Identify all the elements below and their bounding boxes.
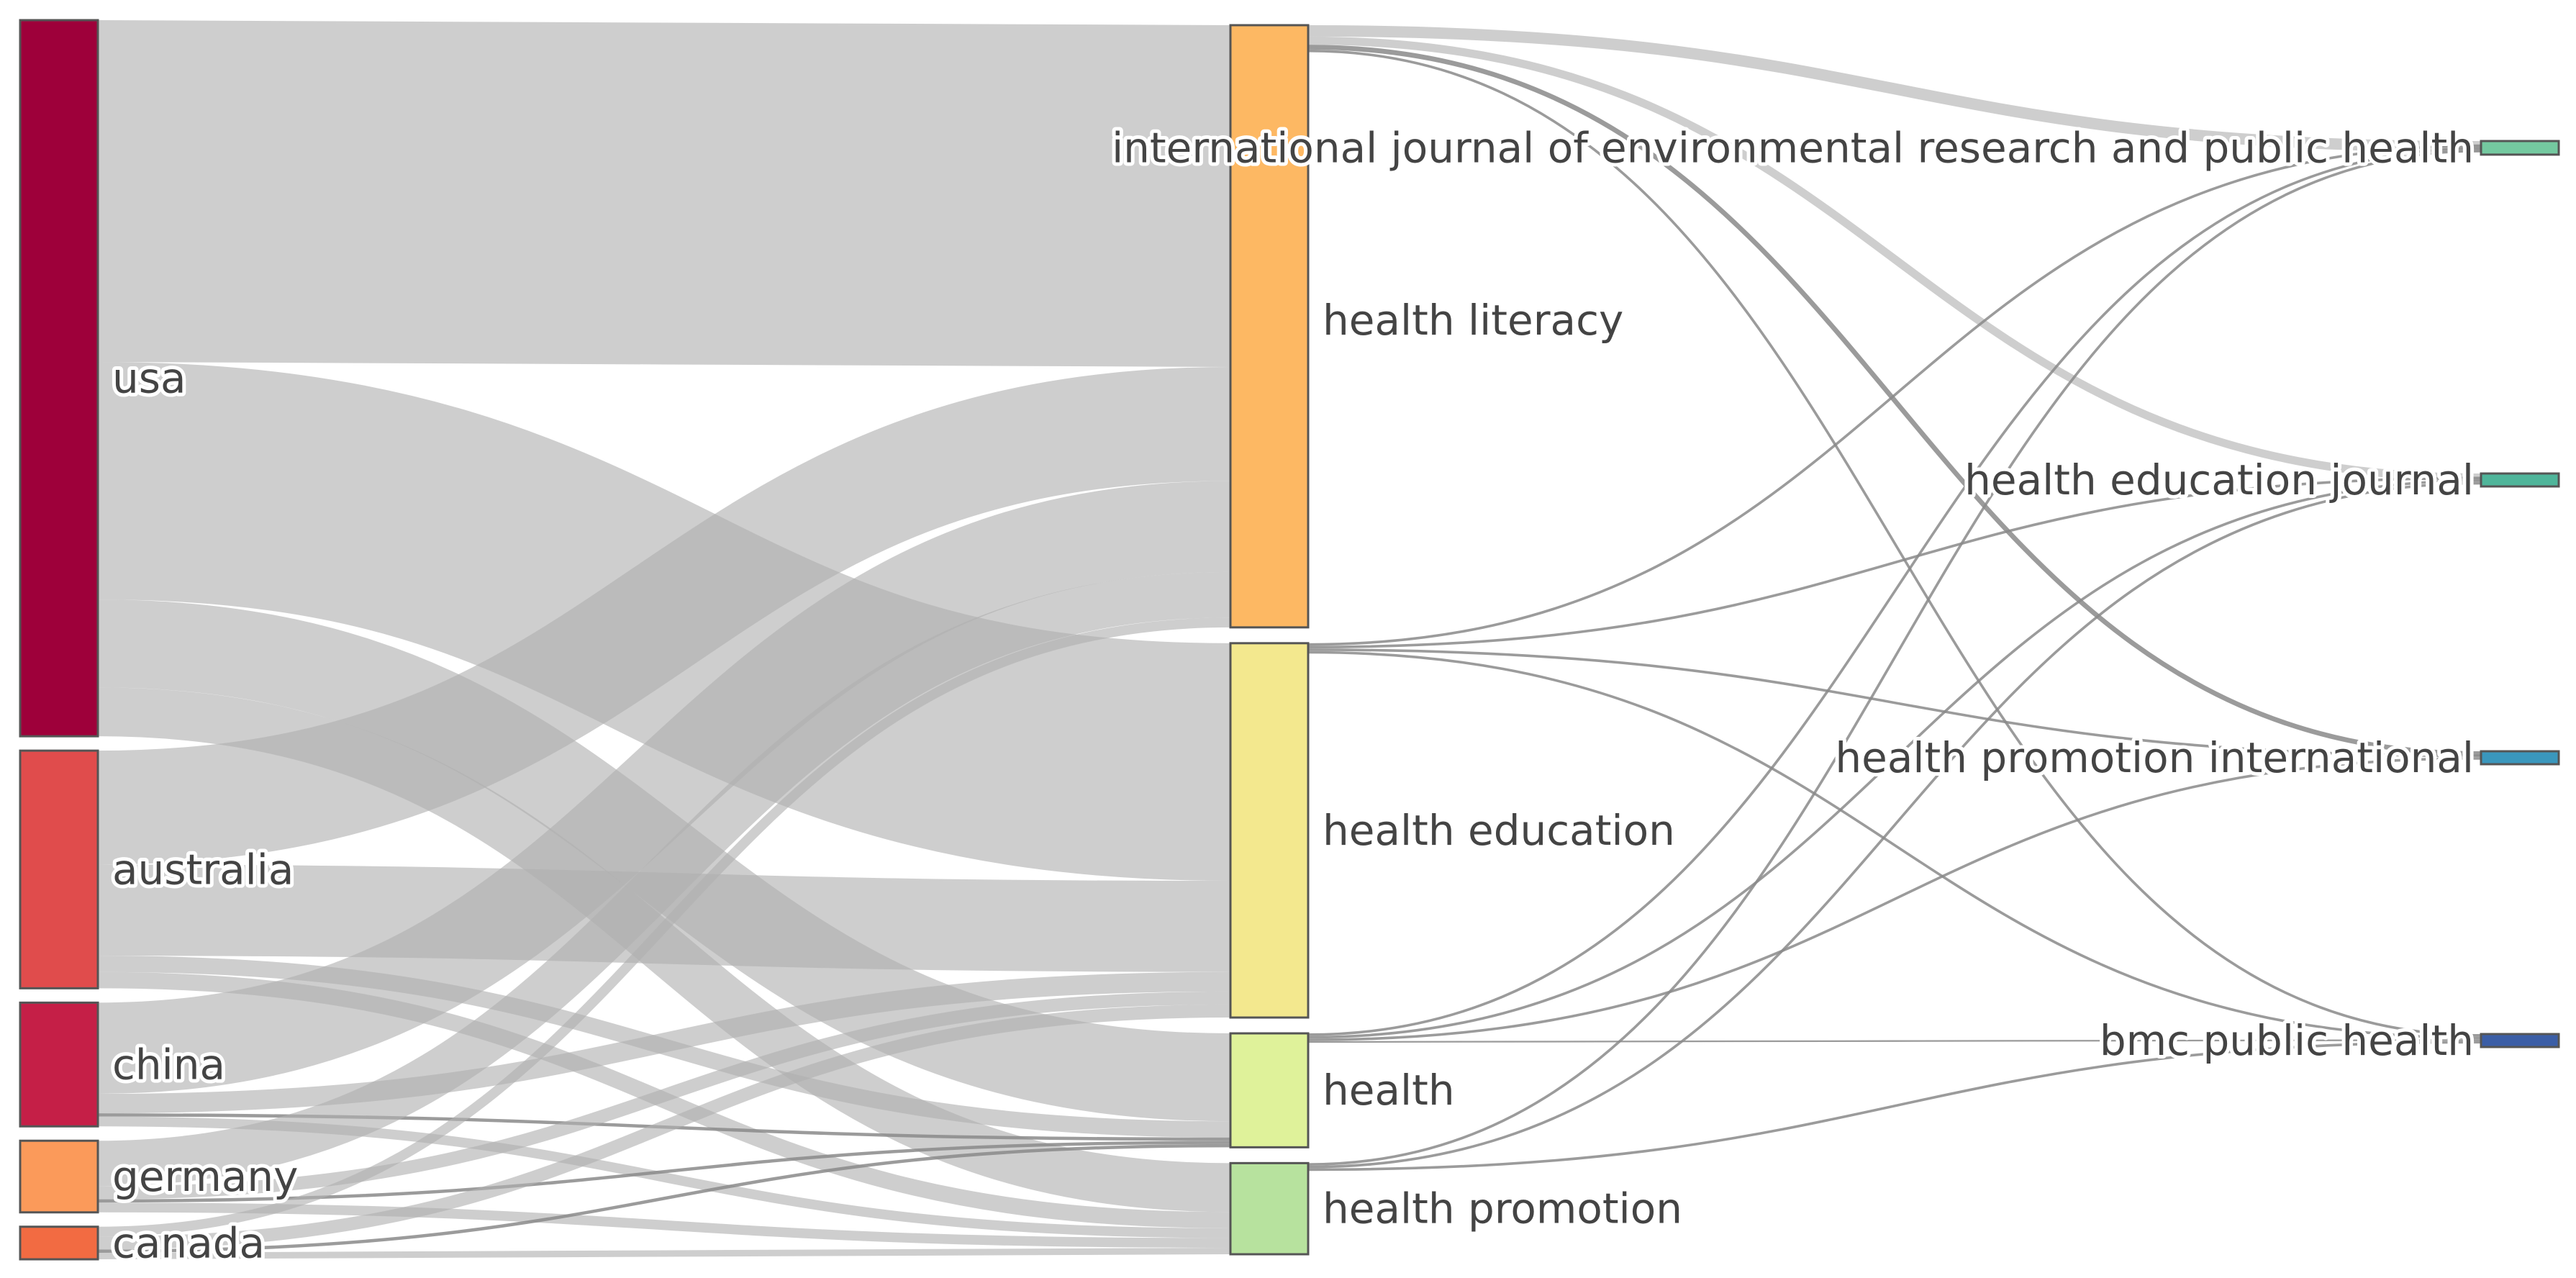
node-hpi[interactable] (2480, 750, 2560, 766)
link-canada-to-health[interactable] (97, 1143, 1231, 1253)
link-health_education-to-ijerph[interactable] (1307, 144, 2482, 646)
node-label-hej: health education journal (1964, 456, 2474, 504)
node-hej[interactable] (2480, 472, 2560, 488)
node-health[interactable] (1229, 1032, 1310, 1148)
link-germany-to-health_literacy[interactable] (97, 571, 1231, 1187)
node-label-health_education: health education (1323, 806, 1675, 855)
node-label-china: china (112, 1040, 225, 1089)
node-label-health: health (1323, 1066, 1455, 1115)
link-health_literacy-to-hpi[interactable] (1307, 45, 2482, 756)
node-bmc[interactable] (2480, 1033, 2560, 1048)
link-health_education-to-hej[interactable] (1307, 476, 2482, 649)
links-layer (97, 19, 2482, 1260)
link-health_literacy-to-ijerph[interactable] (1307, 25, 2482, 153)
node-germany[interactable] (19, 1139, 99, 1214)
link-china-to-health_education[interactable] (97, 971, 1231, 1114)
link-canada-to-health_literacy[interactable] (97, 617, 1231, 1237)
link-health_literacy-to-hej[interactable] (1307, 36, 2482, 482)
node-health_literacy[interactable] (1229, 24, 1310, 629)
labels-layer: usa australia china germany canada health lit… (109, 119, 2477, 1271)
node-label-health_literacy: health literacy (1323, 296, 1623, 345)
node-china[interactable] (19, 1001, 99, 1128)
node-label-bmc: bmc public health (2100, 1016, 2474, 1065)
link-australia-to-health_literacy[interactable] (97, 366, 1231, 865)
node-usa[interactable] (19, 19, 99, 738)
link-usa-to-health_literacy[interactable] (97, 19, 1231, 367)
node-ijerph[interactable] (2480, 140, 2560, 156)
link-health-to-ijerph[interactable] (1307, 147, 2482, 1036)
link-china-to-health_literacy[interactable] (97, 481, 1231, 1095)
link-canada-to-health_promotion[interactable] (97, 1247, 1231, 1260)
link-health_literacy-to-bmc[interactable] (1307, 49, 2482, 1037)
link-germany-to-health_education[interactable] (97, 991, 1231, 1200)
link-health-to-hej[interactable] (1307, 479, 2482, 1039)
link-health_education-to-bmc[interactable] (1307, 651, 2482, 1040)
nodes-layer (19, 19, 2560, 1261)
node-health_education[interactable] (1229, 642, 1310, 1019)
link-germany-to-health_promotion[interactable] (97, 1202, 1231, 1248)
link-australia-to-health_education[interactable] (97, 864, 1231, 972)
link-canada-to-health_education[interactable] (97, 1004, 1231, 1250)
node-label-ijerph: international journal of environmental r… (1112, 123, 2474, 172)
node-label-germany: germany (112, 1152, 298, 1201)
node-health_promotion[interactable] (1229, 1161, 1310, 1256)
link-health_promotion-to-hej[interactable] (1307, 481, 2482, 1169)
link-health_education-to-hpi[interactable] (1307, 648, 2482, 758)
link-health-to-bmc[interactable] (1307, 1039, 2482, 1043)
link-health_promotion-to-ijerph[interactable] (1307, 149, 2482, 1166)
node-label-australia: australia (112, 845, 294, 894)
link-health-to-hpi[interactable] (1307, 757, 2482, 1041)
node-canada[interactable] (19, 1225, 99, 1261)
node-label-usa: usa (112, 354, 186, 403)
node-label-canada: canada (112, 1218, 265, 1267)
node-label-health_promotion: health promotion (1323, 1184, 1682, 1233)
node-australia[interactable] (19, 749, 99, 989)
node-label-hpi: health promotion international (1835, 733, 2474, 782)
link-health_promotion-to-bmc[interactable] (1307, 1041, 2482, 1172)
